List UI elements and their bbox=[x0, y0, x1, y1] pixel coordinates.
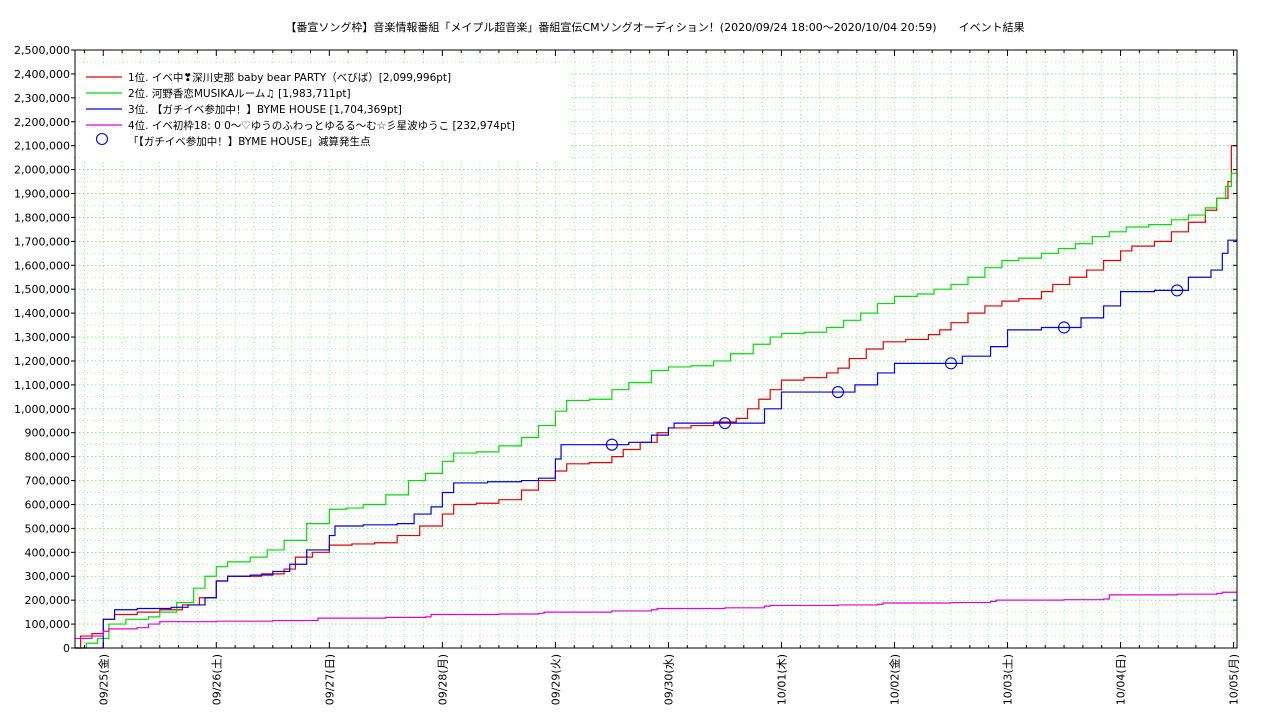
y-tick-label: 2,000,000 bbox=[14, 164, 70, 177]
y-tick-label: 1,000,000 bbox=[14, 403, 70, 416]
legend-marker-swatch bbox=[95, 132, 109, 146]
y-tick-label: 200,000 bbox=[25, 594, 71, 607]
y-tick-label: 1,800,000 bbox=[14, 211, 70, 224]
legend: 1位. イベ中❣深川史那 baby bear PARTY（べびば）[2,099,… bbox=[80, 64, 570, 162]
legend-label: 「【ガチイベ参加中！】BYME HOUSE」減算発生点 bbox=[128, 135, 370, 148]
reduction-marker bbox=[944, 357, 958, 370]
reduction-marker bbox=[1058, 321, 1071, 334]
legend-label: 4位. イベ初枠18: 0 0〜♡ゆうのふわっとゆるる〜む☆彡星波ゆうこ [23… bbox=[128, 119, 515, 132]
y-tick-label: 1,900,000 bbox=[14, 188, 70, 201]
y-tick-label: 300,000 bbox=[25, 570, 71, 583]
legend-label: 3位. 【ガチイベ参加中！】BYME HOUSE [1,704,369pt] bbox=[128, 103, 402, 116]
reduction-marker bbox=[1171, 284, 1184, 297]
y-tick-label: 1,700,000 bbox=[14, 235, 70, 248]
x-axis: 09/25(金) 09/26(土) 09/27(日) 09/28(月) 09/29(火)… bbox=[83, 50, 1241, 705]
x-tick-label: 10/04(日) bbox=[1115, 654, 1128, 705]
y-tick-label: 2,400,000 bbox=[14, 68, 70, 81]
y-tick-label: 2,500,000 bbox=[14, 44, 70, 57]
y-tick-label: 1,100,000 bbox=[14, 379, 70, 392]
y-tick-label: 600,000 bbox=[25, 498, 71, 511]
y-tick-label: 1,200,000 bbox=[14, 355, 70, 368]
x-tick-label: 09/25(金) bbox=[96, 654, 110, 705]
x-tick-label: 09/26(土) bbox=[210, 654, 223, 705]
y-tick-label: 500,000 bbox=[25, 522, 71, 535]
y-tick-label: 400,000 bbox=[25, 546, 71, 559]
y-tick-label: 700,000 bbox=[25, 475, 71, 488]
chart-title: 【番宣ソング枠】音楽情報番組「メイプル超音楽」番組宣伝CMソングオーディション！… bbox=[285, 20, 1024, 34]
series-line-3 bbox=[75, 239, 1237, 649]
x-tick-label: 09/28(月) bbox=[436, 654, 449, 705]
x-tick-label: 10/02(金) bbox=[888, 654, 902, 705]
x-tick-label: 10/01(木) bbox=[775, 654, 788, 705]
reduction-marker bbox=[605, 438, 618, 451]
y-tick-label: 1,600,000 bbox=[14, 259, 70, 272]
y-tick-label: 1,400,000 bbox=[14, 307, 70, 320]
legend-label: 2位. 河野香恋MUSIKAルーム♫ [1,983,711pt] bbox=[128, 87, 351, 100]
y-tick-label: 2,100,000 bbox=[14, 140, 70, 153]
y-axis: 0 100,000 200,000 300,000 400,000 500,000 600,… bbox=[14, 44, 1237, 655]
x-tick-label: 10/03(土) bbox=[1002, 654, 1015, 705]
y-tick-label: 100,000 bbox=[25, 618, 71, 631]
marker-layer bbox=[605, 284, 1184, 451]
series-layer bbox=[75, 145, 1237, 649]
x-tick-label: 10/05(月) bbox=[1228, 654, 1241, 705]
y-tick-label: 1,500,000 bbox=[14, 283, 70, 296]
y-tick-label: 2,200,000 bbox=[14, 116, 70, 129]
x-tick-label: 09/29(火) bbox=[549, 654, 562, 705]
y-tick-label: 2,300,000 bbox=[14, 92, 70, 105]
reduction-marker bbox=[831, 386, 845, 399]
reduction-marker bbox=[718, 417, 732, 430]
series-line-2 bbox=[75, 172, 1237, 649]
series-line-1 bbox=[75, 145, 1237, 649]
x-tick-label: 09/30(水) bbox=[662, 654, 675, 705]
plot-frame bbox=[74, 49, 1238, 649]
x-tick-label: 09/27(日) bbox=[323, 654, 336, 705]
legend-label: 1位. イベ中❣深川史那 baby bear PARTY（べびば）[2,099,… bbox=[128, 71, 451, 84]
legend-box bbox=[80, 64, 570, 162]
y-tick-label: 900,000 bbox=[25, 427, 71, 440]
y-tick-label: 1,300,000 bbox=[14, 331, 70, 344]
y-tick-label: 0 bbox=[63, 642, 70, 655]
series-line-4 bbox=[75, 591, 1237, 640]
y-tick-label: 800,000 bbox=[25, 451, 71, 464]
grid bbox=[75, 50, 1237, 648]
